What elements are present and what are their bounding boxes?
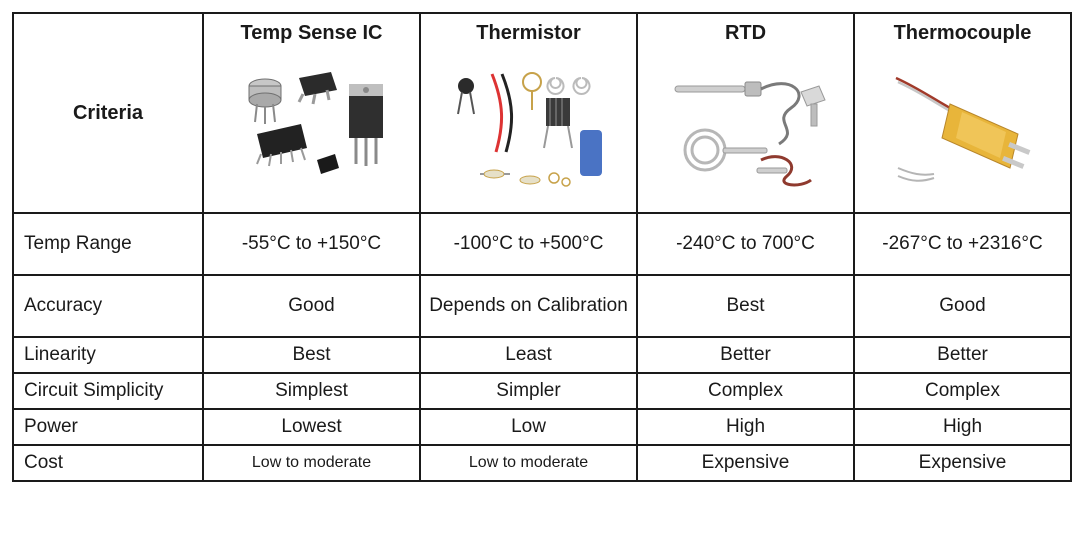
cell: Better [637,337,854,373]
col-header-label: RTD [725,22,766,45]
row-label: Circuit Simplicity [13,373,203,409]
row-label: Power [13,409,203,445]
col-header-label: Thermocouple [894,22,1032,45]
thermistor-icon [444,64,614,194]
cell: -240°C to 700°C [637,213,854,275]
cell: High [854,409,1071,445]
cell: Lowest [203,409,420,445]
cell: Good [854,275,1071,337]
temp-sense-ic-icon [227,64,397,194]
col-header-thermocouple: Thermocouple [854,13,1071,213]
col-header-label: Temp Sense IC [241,22,383,45]
cell: High [637,409,854,445]
col-header-thermistor: Thermistor [420,13,637,213]
cell: Best [203,337,420,373]
table-row: Cost Low to moderate Low to moderate Exp… [13,445,1071,481]
row-label: Linearity [13,337,203,373]
table-row: Temp Range -55°C to +150°C -100°C to +50… [13,213,1071,275]
cell: Simplest [203,373,420,409]
table-row: Linearity Best Least Better Better [13,337,1071,373]
cell: -100°C to +500°C [420,213,637,275]
table-row: Accuracy Good Depends on Calibration Bes… [13,275,1071,337]
header-row: Criteria Temp Sense IC [13,13,1071,213]
cell: Better [854,337,1071,373]
cell: Complex [637,373,854,409]
cell: -267°C to +2316°C [854,213,1071,275]
cell: Expensive [637,445,854,481]
table-row: Circuit Simplicity Simplest Simpler Comp… [13,373,1071,409]
row-label: Temp Range [13,213,203,275]
cell: Least [420,337,637,373]
cell: Expensive [854,445,1071,481]
cell: Low [420,409,637,445]
cell: -55°C to +150°C [203,213,420,275]
col-header-ic: Temp Sense IC [203,13,420,213]
table-body: Temp Range -55°C to +150°C -100°C to +50… [13,213,1071,481]
row-label: Cost [13,445,203,481]
criteria-header: Criteria [13,13,203,213]
row-label: Accuracy [13,275,203,337]
cell: Simpler [420,373,637,409]
cell: Complex [854,373,1071,409]
rtd-icon [661,64,831,194]
col-header-rtd: RTD [637,13,854,213]
cell: Low to moderate [420,445,637,481]
cell: Low to moderate [203,445,420,481]
cell: Depends on Calibration [420,275,637,337]
col-header-label: Thermistor [476,22,580,45]
table-row: Power Lowest Low High High [13,409,1071,445]
thermocouple-icon [878,64,1048,194]
cell: Best [637,275,854,337]
comparison-table: Criteria Temp Sense IC [12,12,1072,482]
cell: Good [203,275,420,337]
